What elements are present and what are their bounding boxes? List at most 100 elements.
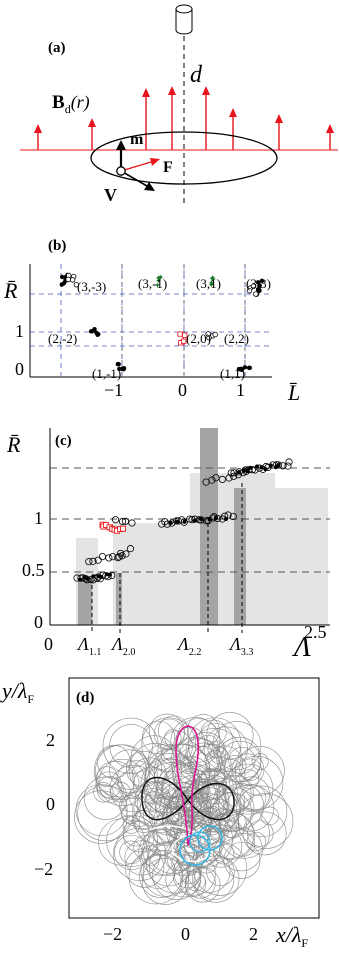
cluster-point: ✦ bbox=[156, 274, 163, 283]
panel-c-label: (c) bbox=[55, 433, 72, 449]
svg-text:✦: ✦ bbox=[208, 280, 215, 289]
cluster-point: ✦ bbox=[208, 280, 215, 289]
magenta-orbit bbox=[175, 725, 200, 846]
cluster-point bbox=[205, 331, 211, 337]
lambda-point bbox=[161, 518, 169, 526]
lambda-point bbox=[192, 518, 197, 523]
lambda-point bbox=[274, 461, 283, 469]
trajectory-loop bbox=[204, 749, 227, 772]
svg-text:✦: ✦ bbox=[208, 279, 215, 288]
tip-cylinder bbox=[175, 4, 193, 35]
panel-b-ytick-0: 0 bbox=[15, 359, 24, 379]
panel-c-ytick-0: 0 bbox=[34, 612, 43, 632]
field-arrows bbox=[34, 86, 334, 150]
panel-c-ytick-1: 1 bbox=[34, 508, 43, 528]
trajectory-loop bbox=[189, 816, 207, 834]
panel-b-ylabel: R̄ bbox=[3, 278, 18, 303]
panel-b-xtick-0: 0 bbox=[178, 380, 187, 400]
trajectory-loop bbox=[247, 820, 274, 847]
trajectory-loop bbox=[93, 782, 114, 803]
cluster-point: ✦ bbox=[209, 273, 216, 282]
lambda-point bbox=[227, 469, 235, 477]
svg-text:✦: ✦ bbox=[209, 275, 216, 284]
svg-text:✦: ✦ bbox=[157, 273, 164, 282]
lambda-33: Λ3.3 bbox=[228, 634, 253, 656]
trajectory-loop bbox=[109, 749, 150, 790]
trajectory-loop bbox=[228, 746, 256, 774]
trajectory-loop bbox=[206, 712, 254, 760]
trajectory-loop bbox=[170, 717, 221, 767]
lemniscate-orbit bbox=[141, 776, 235, 821]
level-lines bbox=[50, 467, 330, 573]
state-label-22: (2,2) bbox=[224, 331, 249, 346]
state-label-31: (3,1) bbox=[196, 276, 221, 291]
lambda-point bbox=[117, 549, 125, 558]
trajectory-loop bbox=[83, 776, 128, 820]
lambda-20: Λ2.0 bbox=[110, 634, 135, 656]
trajectory-loop bbox=[113, 827, 166, 881]
lambda-point bbox=[224, 511, 232, 519]
lambda-point bbox=[207, 517, 212, 522]
cluster-point bbox=[212, 331, 218, 338]
cluster-point bbox=[88, 329, 94, 334]
V-label: V bbox=[104, 185, 117, 205]
panel-c-xlabel: Λ bbox=[291, 632, 311, 656]
panel-b-label: (b) bbox=[48, 238, 66, 254]
trajectory-loop bbox=[212, 721, 262, 771]
trajectory-loop bbox=[148, 744, 175, 771]
panel-a-label: (a) bbox=[48, 40, 66, 56]
trajectory-loop bbox=[124, 848, 165, 888]
trajectory-loop bbox=[185, 732, 226, 773]
lambda-point bbox=[229, 512, 237, 521]
trajectory-loop bbox=[164, 729, 182, 747]
trajectory-loop bbox=[216, 789, 238, 811]
state-label-20: (2,0) bbox=[186, 331, 211, 346]
m-label: m bbox=[130, 131, 144, 148]
cluster-point bbox=[177, 331, 183, 337]
cluster-point bbox=[115, 361, 121, 367]
trajectory-loop bbox=[96, 766, 118, 788]
cluster-point: ✦ bbox=[155, 273, 162, 282]
trajectory-loop bbox=[201, 813, 221, 833]
orbit-ellipse bbox=[90, 131, 278, 185]
field-label: Bd(r) bbox=[52, 92, 90, 116]
state-label-11: (1,1) bbox=[220, 366, 245, 381]
trajectory-loop bbox=[121, 804, 141, 825]
lambda-point bbox=[241, 468, 246, 473]
svg-text:✦: ✦ bbox=[154, 281, 161, 290]
panel-b: (b) R̄ 1 0 −1 0 1 L̄ ✦✦✦✦✦✦ ✦✦✦✦✦✦ (3,-3)… bbox=[3, 238, 300, 405]
lambda-point bbox=[268, 463, 273, 468]
trajectory-loop bbox=[242, 811, 287, 856]
trajectory-loop bbox=[139, 854, 183, 898]
trajectory-loop bbox=[192, 855, 240, 903]
trajectory-loop bbox=[202, 778, 245, 821]
trajectory-loop bbox=[217, 774, 254, 812]
trajectory-loop bbox=[223, 841, 261, 879]
lambda-point bbox=[115, 553, 123, 561]
trajectory-loop bbox=[185, 867, 221, 903]
trajectory-cloud bbox=[74, 712, 294, 905]
panel-b-xtick-m1: −1 bbox=[104, 380, 123, 400]
trajectory-loop bbox=[187, 714, 220, 747]
lambda-point bbox=[198, 517, 203, 522]
trajectory-loop bbox=[142, 850, 190, 897]
lambda-point bbox=[212, 474, 220, 482]
trajectory-loop bbox=[128, 743, 183, 797]
lambda-point bbox=[78, 577, 83, 582]
lambda-point bbox=[85, 576, 90, 581]
cluster-point bbox=[117, 366, 122, 372]
lambda-point bbox=[121, 517, 130, 525]
trajectory-loop bbox=[213, 843, 235, 865]
lambda-point bbox=[214, 516, 219, 521]
lambda-11: Λ1.1 bbox=[76, 634, 101, 656]
cluster-point bbox=[65, 276, 71, 283]
field-arrow bbox=[88, 118, 96, 150]
state-label-3m1: (3,-1) bbox=[138, 276, 167, 291]
trajectory-loop bbox=[114, 835, 150, 871]
cluster-point: ✦ bbox=[154, 281, 161, 290]
trajectory-loop bbox=[187, 717, 242, 771]
lambda-point bbox=[245, 468, 250, 473]
trajectory-loop bbox=[120, 791, 156, 827]
trajectory-loop bbox=[194, 780, 216, 802]
trajectory-loop bbox=[119, 795, 141, 817]
